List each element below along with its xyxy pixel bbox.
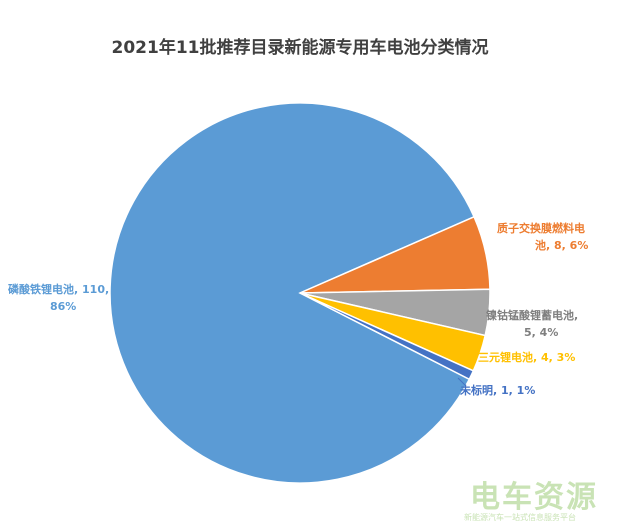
data-label-3: 三元锂电池, 4, 3% xyxy=(478,350,575,364)
data-label-2: 镍钴锰酸锂蓄电池, xyxy=(486,308,578,322)
leader-line xyxy=(457,377,467,387)
pie-slice-0 xyxy=(109,102,476,484)
data-label-4: 未标明, 1, 1% xyxy=(459,383,535,397)
data-label-1: 质子交换膜燃料电 xyxy=(497,221,585,235)
chart-title: 2021年11批推荐目录新能源专用车电池分类情况 xyxy=(111,38,489,58)
data-label-line2-0: 86% xyxy=(50,300,76,313)
data-label-line2-2: 5, 4% xyxy=(524,326,558,339)
watermark-text: 电车资源 xyxy=(470,480,598,515)
watermark-subtext: 新能源汽车一站式信息服务平台 xyxy=(464,513,576,522)
data-label-0: 磷酸铁锂电池, 110, xyxy=(8,282,109,296)
pie-slice-4 xyxy=(299,292,475,381)
watermark-logo: 电车资源 新能源汽车一站式信息服务平台 xyxy=(462,470,617,531)
data-label-line2-1: 池, 8, 6% xyxy=(535,238,588,252)
